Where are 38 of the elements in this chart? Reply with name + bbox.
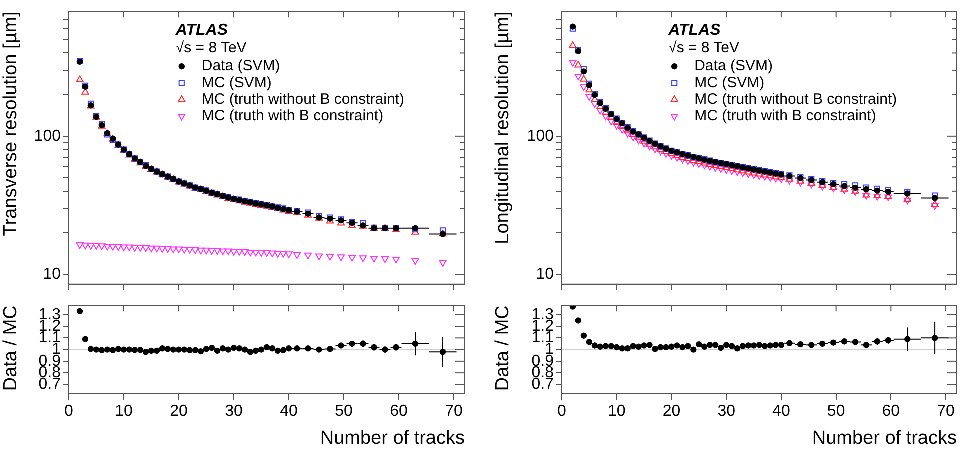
x-tick-label: 40 bbox=[772, 403, 790, 420]
y-axis-title: Data / MC bbox=[0, 306, 22, 392]
y-axis-title: Longitudinal resolution [µm] bbox=[492, 12, 514, 244]
x-tick-label: 0 bbox=[558, 403, 567, 420]
y-axis-title: Transverse resolution [µm] bbox=[0, 12, 22, 236]
x-tick-label: 60 bbox=[390, 403, 408, 420]
legend-label: MC (truth without B constraint) bbox=[202, 90, 404, 108]
legend-label: MC (truth with B constraint) bbox=[694, 108, 876, 125]
legend-label: Data (SVM) bbox=[694, 58, 773, 75]
x-axis-title: Number of tracks bbox=[812, 428, 957, 449]
x-tick-label: 10 bbox=[608, 403, 626, 420]
y-axis-title: Data / MC bbox=[492, 306, 514, 392]
legend-label: MC (truth with B constraint) bbox=[202, 108, 384, 125]
x-tick-label: 20 bbox=[662, 403, 681, 420]
x-tick-label: 30 bbox=[225, 403, 243, 420]
legend-label: MC (truth without B constraint) bbox=[694, 90, 898, 108]
annotation: ATLAS bbox=[174, 22, 228, 40]
x-tick-label: 70 bbox=[937, 403, 956, 420]
y-tick-label: 100 bbox=[34, 128, 62, 145]
x-tick-label: 20 bbox=[170, 403, 188, 420]
annotation: √s = 8 TeV bbox=[176, 40, 247, 57]
x-tick-label: 40 bbox=[280, 403, 298, 420]
x-tick-label: 0 bbox=[64, 403, 74, 420]
x-tick-label: 50 bbox=[827, 403, 846, 420]
x-tick-label: 10 bbox=[115, 403, 133, 420]
x-tick-label: 50 bbox=[335, 403, 353, 420]
annotation: ATLAS bbox=[668, 22, 722, 40]
y-tick-label: 10 bbox=[536, 266, 554, 284]
x-tick-label: 60 bbox=[882, 403, 900, 420]
x-tick-label: 70 bbox=[445, 403, 463, 420]
y-tick-label: 100 bbox=[527, 128, 554, 145]
y-tick-label: 10 bbox=[43, 266, 62, 284]
legend-label: MC (SVM) bbox=[694, 74, 765, 92]
legend-label: MC (SVM) bbox=[202, 74, 272, 92]
annotation: √s = 8 TeV bbox=[668, 40, 740, 57]
x-axis-title: Number of tracks bbox=[320, 428, 465, 449]
x-tick-label: 30 bbox=[718, 403, 736, 420]
legend-label: Data (SVM) bbox=[202, 58, 280, 75]
